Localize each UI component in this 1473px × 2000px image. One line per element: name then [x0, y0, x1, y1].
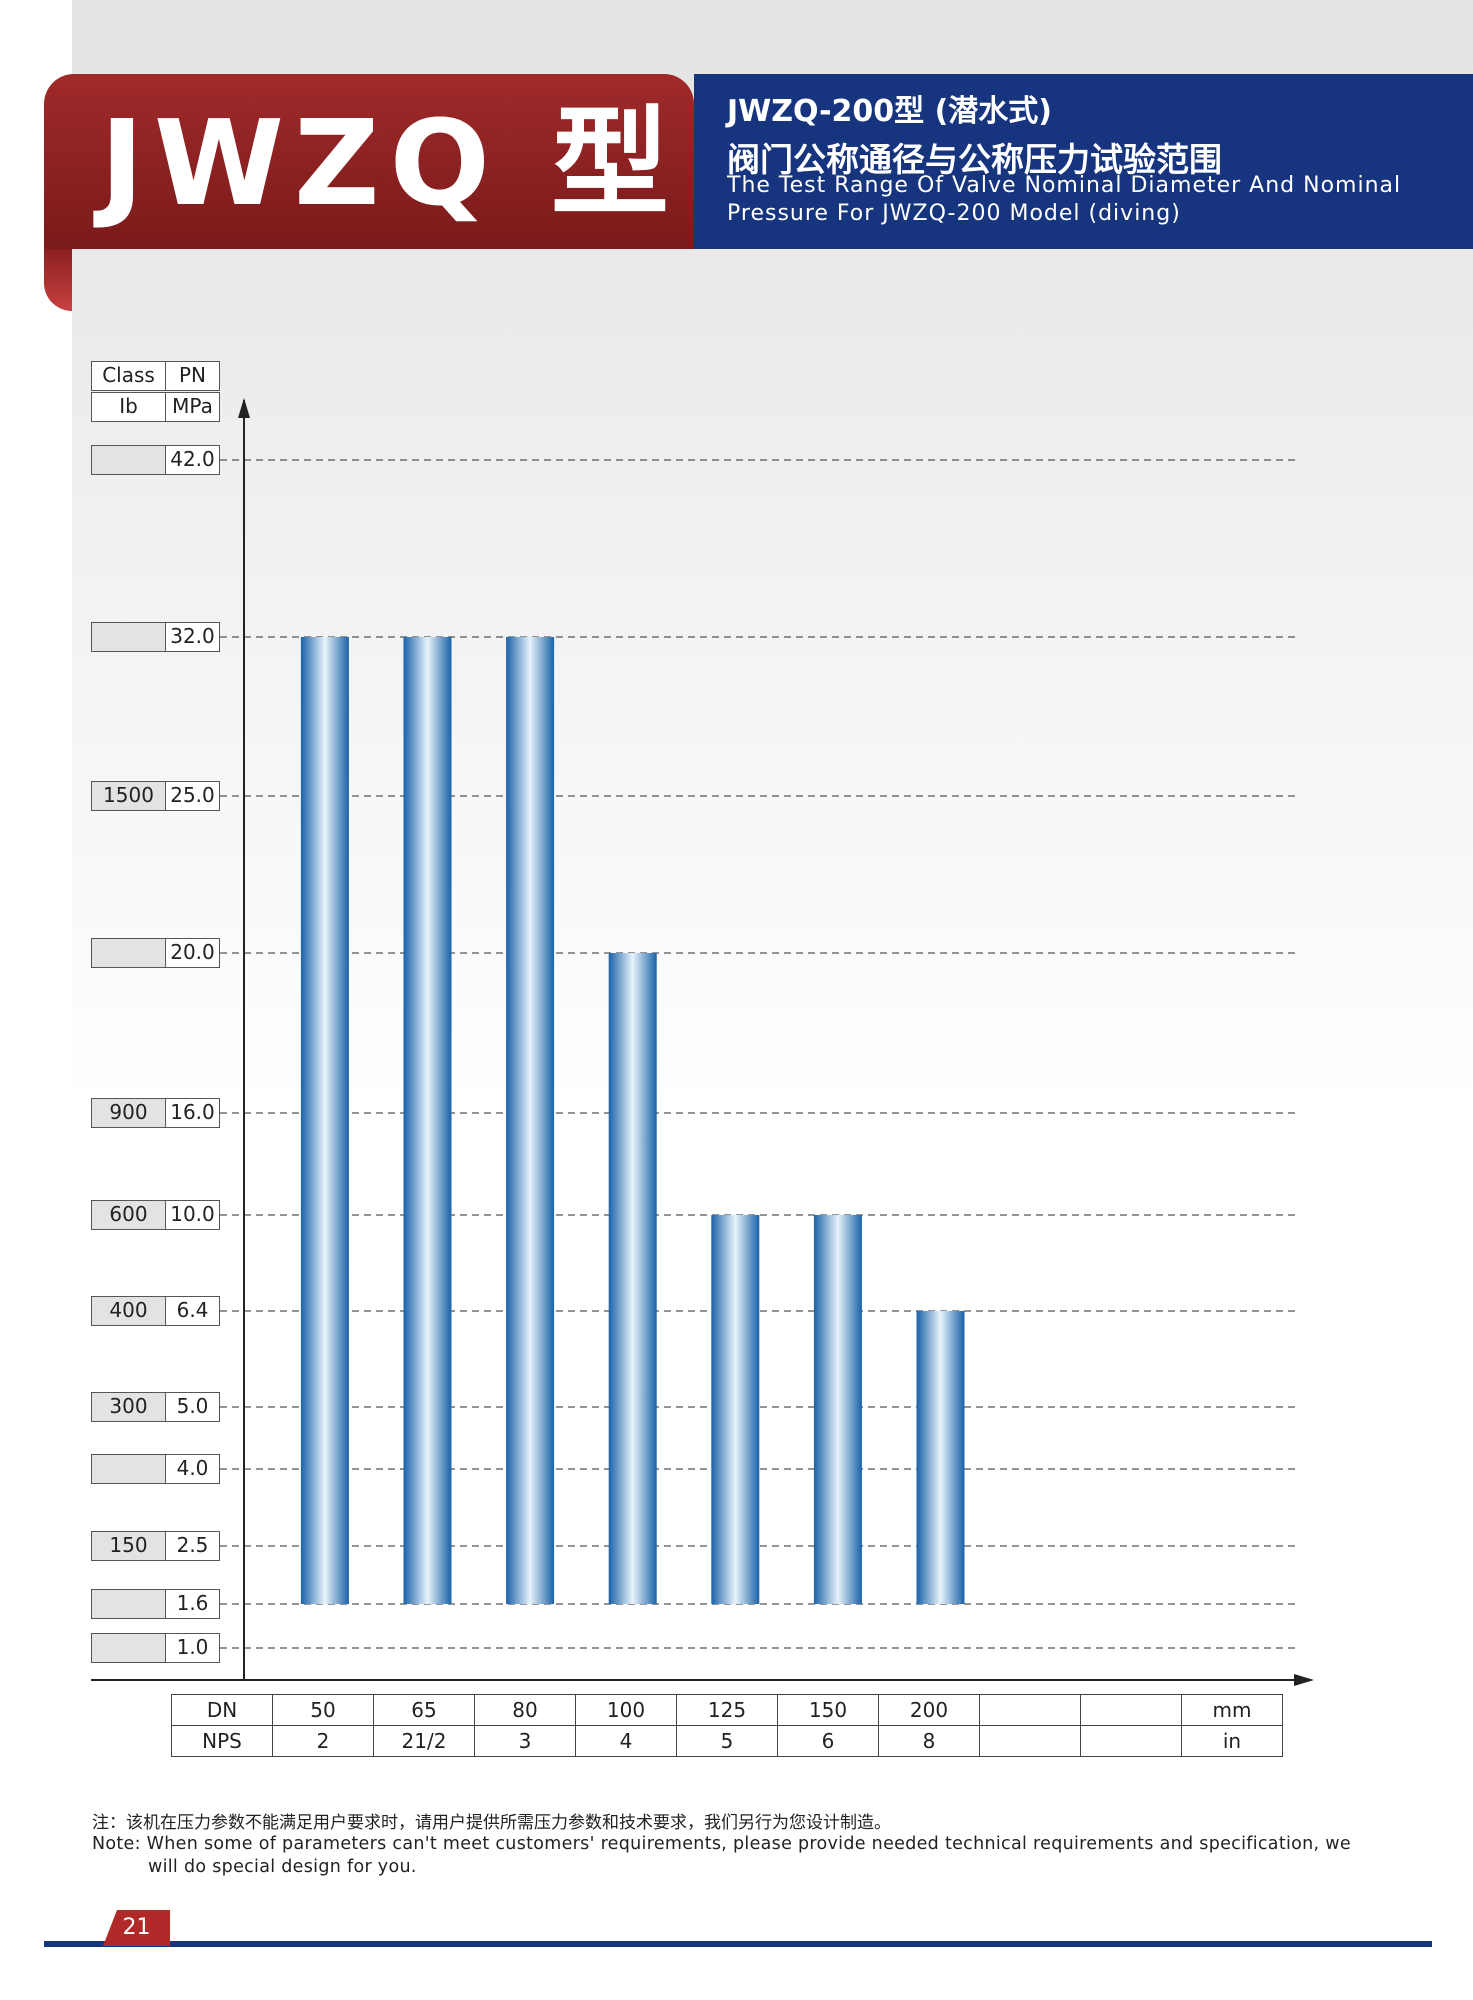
y-tick-class: 300: [91, 1392, 166, 1422]
y-tick-pn: 25.0: [165, 781, 220, 811]
x-cell: 125: [676, 1694, 778, 1726]
pn-header: PN: [165, 361, 220, 391]
bar-dn-200: [916, 1311, 965, 1604]
y-tick-class: [91, 1589, 166, 1619]
x-cell: 3: [474, 1725, 576, 1757]
page-margin: [0, 0, 72, 2000]
bar-dn-100: [608, 953, 657, 1604]
bar-dn-65: [403, 637, 452, 1604]
x-cell: 65: [373, 1694, 475, 1726]
x-cell: NPS: [171, 1725, 273, 1757]
x-cell: 2: [272, 1725, 374, 1757]
x-cell: 80: [474, 1694, 576, 1726]
x-cell: 100: [575, 1694, 677, 1726]
footer-rule: [44, 1941, 1432, 1947]
y-axis-arrow: [238, 398, 250, 418]
y-tick-class: [91, 445, 166, 475]
bar-dn-50: [300, 637, 349, 1604]
x-cell: [979, 1725, 1081, 1757]
y-tick-pn: 2.5: [165, 1531, 220, 1561]
x-cell: [1080, 1694, 1182, 1726]
y-tick-pn: 4.0: [165, 1454, 220, 1484]
x-cell: [979, 1694, 1081, 1726]
title-en-line-2: Pressure For JWZQ-200 Model (diving): [727, 201, 1181, 226]
x-cell: mm: [1181, 1694, 1283, 1726]
brand-title: JWZQ 型: [100, 94, 680, 232]
bar-dn-150: [813, 1215, 862, 1604]
y-tick-pn: 1.6: [165, 1589, 220, 1619]
y-tick-class: [91, 938, 166, 968]
y-tick-pn: 20.0: [165, 938, 220, 968]
y-tick-class: 900: [91, 1098, 166, 1128]
note-zh: 注：该机在压力参数不能满足用户要求时，请用户提供所需压力参数和技术要求，我们另行…: [92, 1813, 891, 1833]
x-cell: 200: [878, 1694, 980, 1726]
x-cell: DN: [171, 1694, 273, 1726]
title-zh-line-1: JWZQ-200型 (潜水式): [727, 94, 1053, 129]
x-axis-table: DN 50 65 80 100 125 150 200 mm NPS 2 21/…: [171, 1694, 1283, 1757]
y-tick-class: [91, 1633, 166, 1663]
y-tick-pn: 6.4: [165, 1296, 220, 1326]
dn-row: DN 50 65 80 100 125 150 200 mm: [171, 1694, 1283, 1726]
y-tick-pn: 42.0: [165, 445, 220, 475]
note-en-line-2: will do special design for you.: [148, 1857, 417, 1877]
title-banner: [694, 74, 1473, 249]
pn-unit: MPa: [165, 392, 220, 422]
nps-row: NPS 2 21/2 3 4 5 6 8 in: [171, 1725, 1283, 1757]
x-cell: 21/2: [373, 1725, 475, 1757]
x-cell: in: [1181, 1725, 1283, 1757]
title-zh-line-2: 阀门公称通径与公称压力试验范围: [727, 140, 1222, 179]
x-cell: 50: [272, 1694, 374, 1726]
y-tick-pn: 10.0: [165, 1200, 220, 1230]
y-tick-pn: 32.0: [165, 622, 220, 652]
y-tick-pn: 1.0: [165, 1633, 220, 1663]
class-unit: Ib: [91, 392, 166, 422]
y-tick-class: [91, 622, 166, 652]
x-cell: 8: [878, 1725, 980, 1757]
bar-dn-80: [506, 637, 555, 1604]
bars: [300, 637, 965, 1604]
y-tick-class: 150: [91, 1531, 166, 1561]
y-tick-pn: 5.0: [165, 1392, 220, 1422]
bar-dn-125: [711, 1215, 760, 1604]
title-en-line-1: The Test Range Of Valve Nominal Diameter…: [727, 173, 1402, 198]
y-tick-class: [91, 1454, 166, 1484]
y-tick-class: 400: [91, 1296, 166, 1326]
y-tick-pn: 16.0: [165, 1098, 220, 1128]
brand-banner: [44, 74, 694, 249]
x-cell: 150: [777, 1694, 879, 1726]
note-en-line-1: Note: When some of parameters can't meet…: [92, 1834, 1351, 1854]
y-tick-class: 600: [91, 1200, 166, 1230]
x-cell: 5: [676, 1725, 778, 1757]
x-cell: [1080, 1725, 1182, 1757]
x-cell: 6: [777, 1725, 879, 1757]
x-axis-arrow: [1294, 1674, 1314, 1686]
x-cell: 4: [575, 1725, 677, 1757]
y-tick-class: 1500: [91, 781, 166, 811]
